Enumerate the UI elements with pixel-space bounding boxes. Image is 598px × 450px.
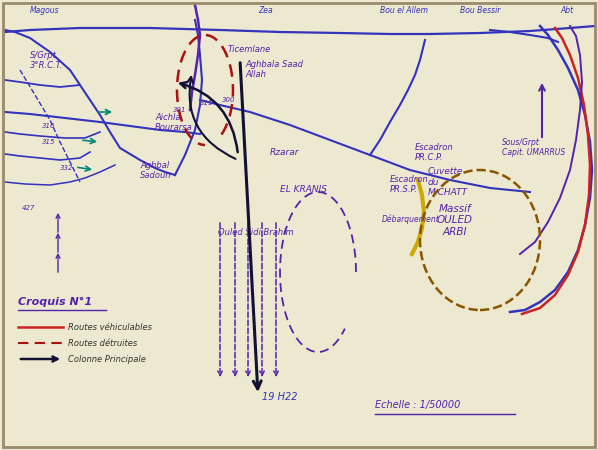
- Text: Cuvette
du
M.CHATT: Cuvette du M.CHATT: [428, 167, 468, 197]
- Text: Abt: Abt: [560, 6, 573, 15]
- Text: 311: 311: [200, 100, 213, 106]
- Text: S/Grpt.
3°R.C.T.: S/Grpt. 3°R.C.T.: [30, 50, 63, 70]
- Text: 301: 301: [173, 107, 187, 113]
- Text: Ouled Sidi Brahim: Ouled Sidi Brahim: [218, 228, 294, 237]
- Text: Débarquement: Débarquement: [382, 215, 440, 224]
- Text: 427: 427: [22, 205, 35, 211]
- Text: 300: 300: [222, 97, 236, 103]
- Text: Bou Bessir: Bou Bessir: [460, 6, 501, 15]
- Text: Bou el Allem: Bou el Allem: [380, 6, 428, 15]
- Text: Aghbal
Sadoun: Aghbal Sadoun: [140, 161, 172, 180]
- Text: 19 H22: 19 H22: [262, 392, 297, 402]
- Text: EL KRANIS: EL KRANIS: [280, 185, 327, 194]
- Text: Ticemlane: Ticemlane: [228, 45, 271, 54]
- Text: 332: 332: [60, 165, 74, 171]
- Text: Escadron
PR.S.P.: Escadron PR.S.P.: [390, 175, 429, 194]
- Text: 315: 315: [42, 139, 56, 145]
- Text: Rzarar: Rzarar: [270, 148, 300, 157]
- Text: 316: 316: [42, 123, 56, 129]
- Text: Aichla
Bourarsa: Aichla Bourarsa: [155, 112, 193, 132]
- Text: Routes détruites: Routes détruites: [68, 338, 138, 347]
- Text: Massif
OULED
ARBI: Massif OULED ARBI: [437, 204, 473, 237]
- Text: Croquis N°1: Croquis N°1: [18, 297, 92, 307]
- Text: Magous: Magous: [30, 6, 60, 15]
- Text: Colonne Principale: Colonne Principale: [68, 355, 146, 364]
- Text: Aghbala Saad
Allah: Aghbala Saad Allah: [245, 59, 303, 79]
- Text: Escadron
PR.C.P.: Escadron PR.C.P.: [415, 143, 454, 162]
- Text: Routes véhiculables: Routes véhiculables: [68, 323, 152, 332]
- Text: Zea: Zea: [258, 6, 273, 15]
- Text: Sous/Grpt
Capit. UMARRUS: Sous/Grpt Capit. UMARRUS: [502, 138, 565, 157]
- Text: Echelle : 1/50000: Echelle : 1/50000: [375, 400, 460, 410]
